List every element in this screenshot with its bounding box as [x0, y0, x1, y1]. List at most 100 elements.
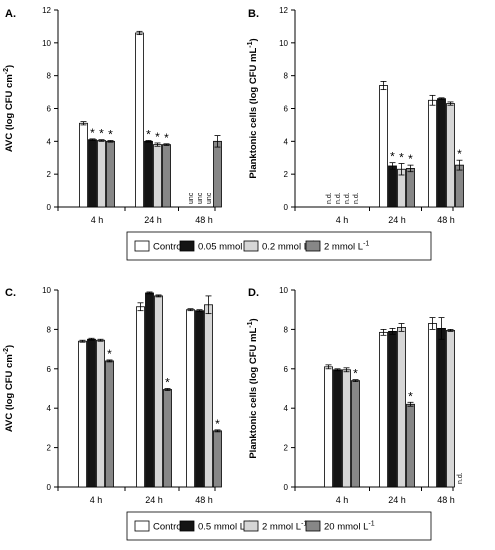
- bar: [154, 295, 163, 488]
- bar: [162, 144, 171, 208]
- bar: [144, 140, 153, 208]
- chart-panel-3: C. AVC (log CFU cm-2) 0 2 4 6 8 10 4 h 24 h 48 h * *…: [3, 286, 222, 505]
- y-tick-label: 2: [47, 170, 52, 179]
- x-tick-label: 24 h: [388, 495, 406, 505]
- y-tick-label: 6: [284, 365, 289, 374]
- panel-label: A.: [5, 8, 16, 20]
- y-axis-title: AVC (log CFU cm-2): [3, 65, 15, 152]
- x-tick-label: 4 h: [90, 495, 103, 505]
- panel-label: D.: [248, 287, 259, 299]
- legend-box: [126, 511, 432, 541]
- bar: [379, 85, 388, 208]
- significance-marker: *: [146, 128, 151, 142]
- legend-label: Control: [153, 242, 184, 253]
- y-axis-title: AVC (log CFU cm-2): [3, 345, 15, 432]
- bar: [145, 292, 154, 488]
- significance-marker: *: [99, 127, 104, 141]
- y-tick-label: 10: [42, 39, 51, 48]
- significance-marker: *: [408, 152, 413, 166]
- bar: [88, 139, 97, 208]
- significance-marker: *: [399, 150, 404, 164]
- y-tick-label: 10: [279, 286, 288, 295]
- significance-marker: *: [108, 128, 113, 142]
- significance-marker: *: [215, 417, 220, 431]
- y-tick-label: 4: [284, 137, 289, 146]
- x-tick-label: 24 h: [144, 215, 162, 225]
- legend-swatch: [134, 240, 150, 252]
- y-tick-label: 2: [284, 170, 289, 179]
- panel-label: C.: [5, 287, 16, 299]
- significance-marker: *: [155, 130, 160, 144]
- bar: [455, 164, 464, 208]
- legend-label: 2 mmol L-1: [324, 241, 369, 253]
- bar: [204, 304, 213, 488]
- bar: [186, 309, 195, 488]
- bar: [96, 339, 105, 488]
- legend-swatch: [305, 240, 321, 252]
- y-axis-title: Planktonic cells (log CFU mL-1): [247, 38, 259, 178]
- annotation-label: unc: [197, 192, 204, 204]
- x-tick-label: 24 h: [388, 215, 406, 225]
- panel-label: B.: [248, 8, 259, 20]
- x-tick-label: 24 h: [145, 495, 163, 505]
- bar: [195, 310, 204, 488]
- bar: [428, 99, 437, 208]
- bar: [78, 340, 87, 488]
- bar: [97, 140, 106, 208]
- bar: [342, 369, 351, 488]
- bar: [213, 430, 222, 488]
- bar: [213, 140, 222, 208]
- chart-panel-4: D. Planktonic cells (log CFU mL-1) 0 2 4 6 8 10…: [247, 286, 464, 505]
- significance-marker: *: [457, 147, 462, 161]
- bar: [136, 306, 145, 488]
- bar: [397, 327, 406, 488]
- annotation-label: unc: [206, 192, 213, 204]
- bar: [87, 338, 96, 488]
- legend-label: 0.5 mmol L-1: [198, 521, 251, 533]
- y-tick-label: 6: [47, 365, 52, 374]
- significance-marker: *: [90, 126, 95, 140]
- x-tick-label: 48 h: [195, 495, 213, 505]
- bar: [106, 140, 115, 208]
- bar: [446, 329, 455, 488]
- y-tick-label: 8: [47, 325, 52, 334]
- y-tick-label: 10: [42, 286, 51, 295]
- y-tick-label: 4: [284, 404, 289, 413]
- y-tick-label: 0: [47, 203, 52, 212]
- legend-box: [126, 231, 432, 261]
- significance-marker: *: [353, 367, 358, 381]
- y-tick-label: 2: [47, 444, 52, 453]
- significance-marker: *: [390, 150, 395, 164]
- x-tick-label: 48 h: [437, 215, 455, 225]
- legend-swatch: [243, 240, 259, 252]
- y-tick-label: 10: [279, 39, 288, 48]
- y-tick-label: 6: [284, 105, 289, 114]
- bar: [388, 165, 397, 208]
- y-tick-label: 12: [279, 6, 288, 15]
- bar: [437, 98, 446, 208]
- bar: [153, 144, 162, 208]
- bar: [437, 328, 446, 488]
- x-tick-label: 4 h: [336, 495, 349, 505]
- significance-marker: *: [164, 131, 169, 145]
- bar: [406, 403, 415, 488]
- y-tick-label: 12: [42, 6, 51, 15]
- y-tick-label: 8: [47, 72, 52, 81]
- legend-swatch: [243, 520, 259, 532]
- y-tick-label: 8: [284, 72, 289, 81]
- annotation-label: n.d.: [326, 192, 333, 204]
- legend-swatch: [134, 520, 150, 532]
- legend-2: Control 0.5 mmol L-1 2 mmol L-1 20 mmol L-1: [126, 511, 432, 541]
- bar: [135, 32, 144, 208]
- chart-panel-1: A. AVC (log CFU cm-2) 0 2 4 6 8 10 12 4 h 24 h 48 h…: [3, 6, 222, 225]
- significance-marker: *: [408, 389, 413, 403]
- legend-swatch: [179, 240, 195, 252]
- annotation-label: unc: [188, 192, 195, 204]
- y-tick-label: 4: [47, 404, 52, 413]
- y-tick-label: 0: [284, 203, 289, 212]
- bar: [351, 380, 360, 488]
- legend-label: 20 mmol L-1: [324, 521, 375, 533]
- legend-label: Control: [153, 522, 184, 533]
- y-tick-label: 8: [284, 325, 289, 334]
- y-tick-label: 4: [47, 137, 52, 146]
